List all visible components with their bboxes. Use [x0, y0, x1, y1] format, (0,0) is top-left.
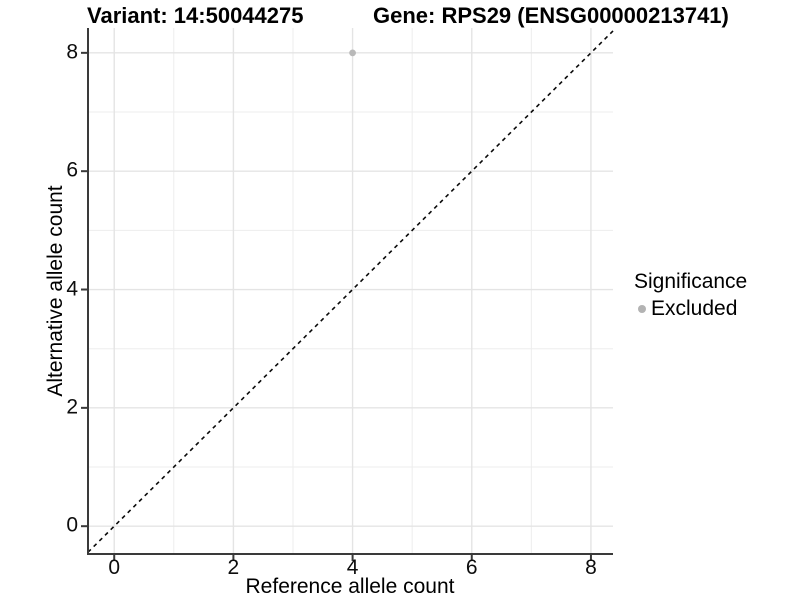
legend-item-label: Excluded — [651, 297, 738, 320]
identity-line — [87, 30, 614, 553]
x-tick-label: 2 — [227, 556, 240, 579]
y-tick-label: 6 — [66, 158, 78, 182]
variant-title: Variant: 14:50044275 — [87, 3, 304, 28]
x-tick-label: 4 — [346, 556, 359, 579]
x-axis-title: Reference allele count — [245, 575, 455, 598]
x-tick-label: 8 — [585, 556, 597, 579]
y-tick-label: 8 — [66, 40, 78, 64]
legend-item: Excluded — [634, 297, 747, 321]
legend-key-dot-icon — [638, 305, 646, 313]
data-point — [349, 49, 356, 57]
y-tick-label: 4 — [66, 277, 78, 301]
y-tick-label: 2 — [66, 395, 78, 419]
x-tick-label: 6 — [465, 556, 478, 579]
gene-title: Gene: RPS29 (ENSG00000213741) — [373, 3, 729, 28]
legend-items: Excluded — [634, 297, 747, 321]
x-tick-label: 0 — [108, 556, 121, 579]
legend-title: Significance — [634, 270, 748, 293]
y-tick-label: 0 — [66, 513, 78, 537]
legend: Significance Excluded — [634, 270, 747, 321]
